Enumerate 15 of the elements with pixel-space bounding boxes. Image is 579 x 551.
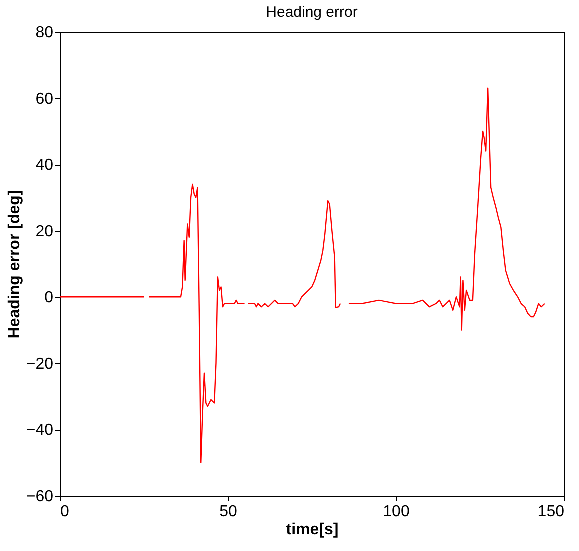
y-tick-label: 40 bbox=[36, 157, 54, 174]
x-tick-label: 150 bbox=[538, 504, 565, 520]
y-tick-label: 20 bbox=[36, 223, 54, 240]
x-tick-label: 100 bbox=[383, 504, 410, 520]
y-tick-label: 0 bbox=[44, 290, 54, 307]
y-tick-label: −40 bbox=[26, 422, 54, 440]
y-tick-label: −20 bbox=[26, 356, 54, 373]
x-tick-label: 50 bbox=[220, 504, 238, 520]
y-axis-title: Heading error [deg] bbox=[6, 190, 24, 339]
y-tick-label: −60 bbox=[26, 488, 54, 506]
y-tick-label: 60 bbox=[36, 90, 54, 108]
x-tick-label: 0 bbox=[60, 504, 70, 520]
chart-title: Heading error bbox=[266, 4, 358, 21]
y-tick-label: 80 bbox=[36, 24, 54, 42]
x-axis-title: time[s] bbox=[286, 522, 339, 538]
